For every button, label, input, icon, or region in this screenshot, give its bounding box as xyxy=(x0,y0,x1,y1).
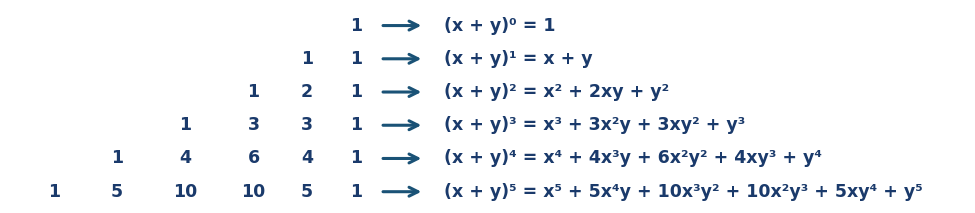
Text: 5: 5 xyxy=(301,183,313,201)
Text: 10: 10 xyxy=(242,183,265,201)
Text: (x + y)³ = x³ + 3x²y + 3xy² + y³: (x + y)³ = x³ + 3x²y + 3xy² + y³ xyxy=(444,116,745,134)
Text: (x + y)⁰ = 1: (x + y)⁰ = 1 xyxy=(444,17,555,35)
Text: 1: 1 xyxy=(179,116,191,134)
Text: 6: 6 xyxy=(248,150,259,167)
Text: 10: 10 xyxy=(174,183,197,201)
Text: 1: 1 xyxy=(111,150,123,167)
Text: 1: 1 xyxy=(350,150,362,167)
Text: 5: 5 xyxy=(111,183,123,201)
Text: 1: 1 xyxy=(301,50,313,68)
Text: (x + y)⁴ = x⁴ + 4x³y + 6x²y² + 4xy³ + y⁴: (x + y)⁴ = x⁴ + 4x³y + 6x²y² + 4xy³ + y⁴ xyxy=(444,150,822,167)
Text: (x + y)² = x² + 2xy + y²: (x + y)² = x² + 2xy + y² xyxy=(444,83,669,101)
Text: 2: 2 xyxy=(301,83,313,101)
Text: 3: 3 xyxy=(301,116,313,134)
Text: 1: 1 xyxy=(350,183,362,201)
Text: 1: 1 xyxy=(48,183,59,201)
Text: 1: 1 xyxy=(350,17,362,35)
Text: 1: 1 xyxy=(350,50,362,68)
Text: (x + y)¹ = x + y: (x + y)¹ = x + y xyxy=(444,50,592,68)
Text: 1: 1 xyxy=(248,83,259,101)
Text: 4: 4 xyxy=(179,150,191,167)
Text: 1: 1 xyxy=(350,83,362,101)
Text: (x + y)⁵ = x⁵ + 5x⁴y + 10x³y² + 10x²y³ + 5xy⁴ + y⁵: (x + y)⁵ = x⁵ + 5x⁴y + 10x³y² + 10x²y³ +… xyxy=(444,183,922,201)
Text: 1: 1 xyxy=(350,116,362,134)
Text: 3: 3 xyxy=(248,116,259,134)
Text: 4: 4 xyxy=(301,150,313,167)
